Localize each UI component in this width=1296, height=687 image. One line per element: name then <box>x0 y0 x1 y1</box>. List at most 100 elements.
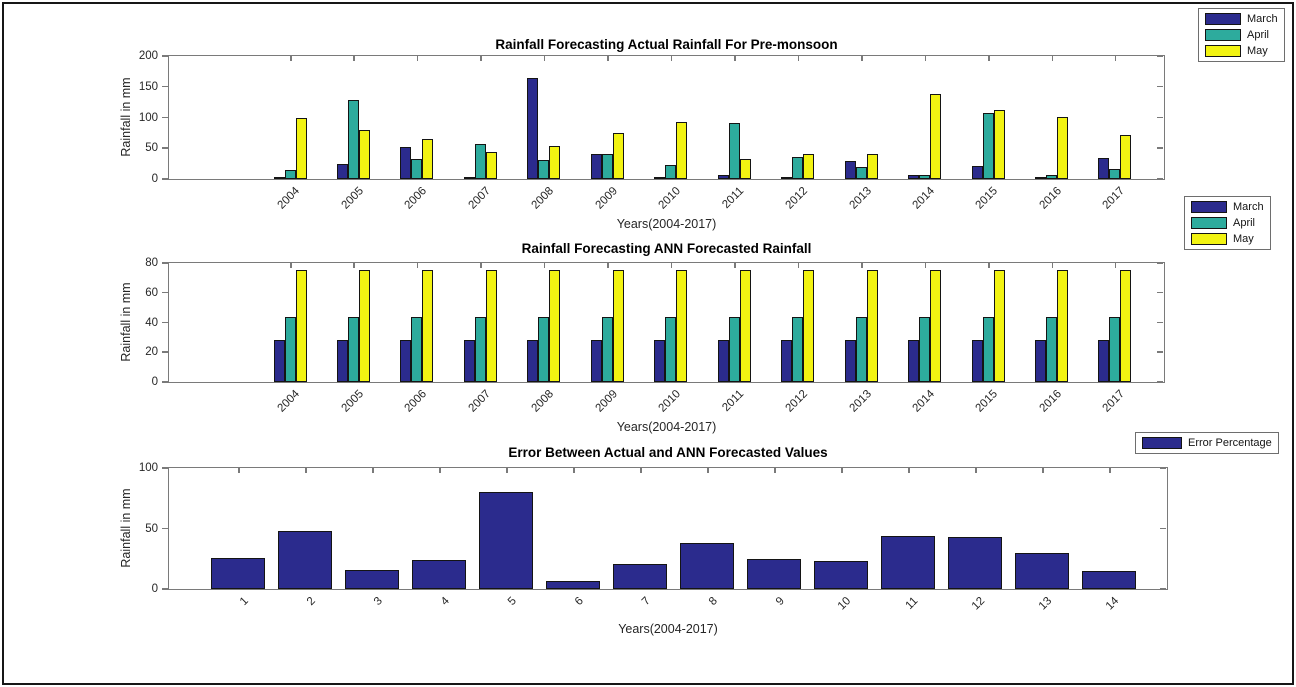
x-tick-label: 2013 <box>847 185 874 212</box>
bar-may-2017 <box>1120 134 1132 179</box>
x-tick-mark <box>416 263 419 268</box>
bar-march-2010 <box>654 340 666 382</box>
bar-may-2016 <box>1057 116 1069 179</box>
legend-item: May <box>1191 233 1264 245</box>
bar-may-2011 <box>739 270 751 382</box>
bar-april-2016 <box>1046 175 1058 179</box>
legend-swatch <box>1205 45 1241 57</box>
y-tick-mark <box>162 291 168 294</box>
bar-march-2013 <box>844 161 856 179</box>
y-tick-mark <box>162 381 168 383</box>
bar-may-2006 <box>422 139 434 179</box>
bar-april-2005 <box>347 316 359 382</box>
bar-error-percentage-3 <box>345 569 399 589</box>
legend-label: May <box>1233 233 1254 245</box>
bar-may-2008 <box>549 146 561 179</box>
x-tick-mark <box>988 263 990 268</box>
x-tick-label: 2006 <box>402 388 430 415</box>
x-tick-mark <box>988 56 990 61</box>
bar-april-2010 <box>665 316 677 382</box>
x-tick-mark <box>924 263 927 268</box>
x-tick-label: 2008 <box>529 388 557 415</box>
bar-march-2008 <box>527 78 539 179</box>
x-tick-mark <box>1114 56 1117 61</box>
x-tick-label: 2008 <box>529 185 557 212</box>
bar-april-2006 <box>411 316 423 382</box>
x-tick-mark <box>975 468 977 473</box>
x-tick-label: 2010 <box>656 185 684 212</box>
x-tick-label: 2016 <box>1037 185 1065 212</box>
bar-march-2016 <box>1035 340 1047 382</box>
x-axis-label: Years(2004-2017) <box>618 622 718 636</box>
x-tick-label: 11 <box>903 595 921 612</box>
x-tick-label: 2017 <box>1100 388 1128 415</box>
bar-april-2015 <box>982 112 994 179</box>
legend-item: March <box>1191 201 1264 213</box>
bar-april-2017 <box>1109 169 1121 179</box>
bar-march-2007 <box>463 177 475 179</box>
bar-error-percentage-6 <box>546 580 600 589</box>
bar-april-2012 <box>792 316 804 382</box>
x-tick-mark <box>774 468 776 473</box>
x-tick-mark <box>543 56 546 61</box>
x-tick-mark <box>353 263 355 268</box>
y-tick-label: 50 <box>145 522 158 535</box>
y-tick-label: 100 <box>138 462 158 474</box>
x-tick-label: 2009 <box>593 185 620 212</box>
y-tick-mark <box>162 55 168 57</box>
x-tick-label: 2012 <box>783 388 811 415</box>
legend-item: May <box>1205 45 1278 57</box>
x-tick-label: 12 <box>969 595 988 613</box>
y-tick-mark <box>162 262 168 264</box>
x-tick-mark <box>841 468 843 473</box>
x-tick-mark <box>238 468 240 473</box>
bar-may-2012 <box>803 154 815 179</box>
y-tick-label: 0 <box>151 173 158 185</box>
bar-april-2010 <box>665 165 677 179</box>
x-tick-label: 2014 <box>910 185 938 212</box>
y-tick-mark <box>162 116 168 118</box>
legend-swatch <box>1191 233 1227 245</box>
legend-item: March <box>1205 13 1278 25</box>
bar-may-2013 <box>866 153 878 179</box>
x-tick-mark <box>707 468 709 473</box>
x-tick-mark <box>607 56 609 61</box>
x-tick-label: 2009 <box>593 388 620 415</box>
y-tick-mark <box>1157 291 1163 294</box>
y-tick-mark <box>1157 351 1163 353</box>
bar-march-2015 <box>971 340 983 382</box>
x-tick-mark <box>305 468 307 473</box>
plot-area <box>168 262 1165 383</box>
x-tick-mark <box>1051 56 1054 61</box>
x-tick-label: 2011 <box>720 388 747 414</box>
x-tick-mark <box>372 468 374 473</box>
bar-error-percentage-13 <box>1015 552 1069 589</box>
x-tick-label: 2006 <box>402 185 430 212</box>
x-tick-mark <box>543 263 546 268</box>
bar-may-2010 <box>676 270 688 382</box>
y-tick-label: 20 <box>145 346 158 359</box>
x-tick-label: 13 <box>1036 595 1055 613</box>
x-tick-label: 4 <box>438 595 452 609</box>
bar-march-2004 <box>273 177 285 179</box>
bar-error-percentage-14 <box>1082 570 1136 589</box>
y-tick-label: 40 <box>145 316 158 329</box>
bar-march-2011 <box>717 174 729 179</box>
bar-may-2004 <box>295 117 307 179</box>
y-tick-label: 100 <box>138 111 158 124</box>
bar-april-2007 <box>474 316 486 382</box>
legend-label: March <box>1247 13 1278 25</box>
x-tick-label: 10 <box>835 595 854 613</box>
x-axis-label: Years(2004-2017) <box>616 217 717 231</box>
x-tick-label: 1 <box>237 595 251 609</box>
x-tick-label: 2015 <box>973 185 1001 212</box>
x-tick-mark <box>924 56 927 61</box>
bar-april-2014 <box>919 316 931 382</box>
bar-april-2017 <box>1109 316 1121 382</box>
bar-april-2006 <box>411 159 423 179</box>
x-tick-mark <box>640 468 642 473</box>
bar-march-2008 <box>527 340 539 382</box>
x-tick-label: 2004 <box>275 185 303 212</box>
bar-may-2005 <box>358 129 370 179</box>
